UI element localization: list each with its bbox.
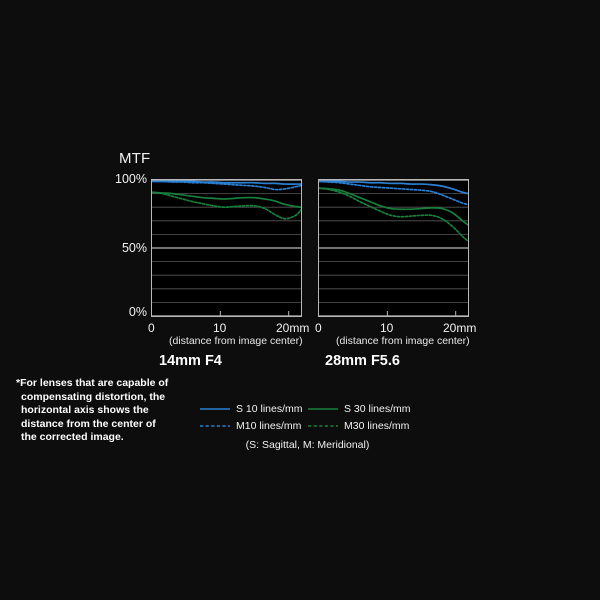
curves-chart2 <box>319 180 468 243</box>
footnote-line-5: the corrected image. <box>21 431 124 444</box>
dashed-green-line-icon <box>308 422 338 430</box>
legend-grid: S 10 lines/mm S 30 lines/mm M10 lines/mm… <box>200 403 415 432</box>
legend: S 10 lines/mm S 30 lines/mm M10 lines/mm… <box>200 403 415 451</box>
legend-item-s30: S 30 lines/mm <box>308 403 416 415</box>
y-tick-50: 50% <box>121 241 147 255</box>
legend-label-m30: M30 lines/mm <box>344 420 410 432</box>
legend-note: (S: Sagittal, M: Meridional) <box>245 439 370 451</box>
curves-chart1 <box>152 180 301 220</box>
legend-item-m10: M10 lines/mm <box>200 420 308 432</box>
chart-panel-14mm <box>151 179 302 317</box>
x-tick-10-chart2: 10 <box>380 321 394 335</box>
footnote: *For lenses that are capable of compensa… <box>16 377 169 445</box>
x-tick-20-chart2: 20mm <box>443 321 477 335</box>
dashed-blue-line-icon <box>200 422 230 430</box>
x-axis-ticks-chart2: 0 10 20mm <box>315 321 476 335</box>
footnote-line-4: distance from the center of <box>21 417 156 430</box>
x-tick-0-chart2: 0 <box>315 321 322 335</box>
gridlines-chart1 <box>152 180 301 316</box>
x-axis-caption-chart1: (distance from image center) <box>169 335 303 347</box>
gridlines-chart2 <box>319 180 468 316</box>
footnote-line-2: compensating distortion, the <box>21 390 166 403</box>
solid-blue-line-icon <box>200 405 230 413</box>
footnote-line-3: horizontal axis shows the <box>21 404 149 417</box>
x-axis-caption-chart2: (distance from image center) <box>336 335 470 347</box>
y-tick-100: 100% <box>115 172 147 186</box>
chart-panel-28mm <box>318 179 469 317</box>
x-tick-20-chart1: 20mm <box>276 321 310 335</box>
legend-label-s30: S 30 lines/mm <box>344 403 411 415</box>
y-axis-title: MTF <box>119 150 151 167</box>
y-tick-0: 0% <box>128 305 147 319</box>
chart-caption-14mm: 14mm F4 <box>159 353 222 369</box>
x-tick-10-chart1: 10 <box>213 321 227 335</box>
legend-item-m30: M30 lines/mm <box>308 420 416 432</box>
footnote-line-1: *For lenses that are capable of <box>16 377 169 389</box>
legend-label-s10: S 10 lines/mm <box>236 403 303 415</box>
x-tick-0-chart1: 0 <box>148 321 155 335</box>
chart-caption-28mm: 28mm F5.6 <box>325 353 400 369</box>
x-axis-ticks-chart1: 0 10 20mm <box>148 321 309 335</box>
solid-green-line-icon <box>308 405 338 413</box>
legend-label-m10: M10 lines/mm <box>236 420 302 432</box>
legend-item-s10: S 10 lines/mm <box>200 403 308 415</box>
